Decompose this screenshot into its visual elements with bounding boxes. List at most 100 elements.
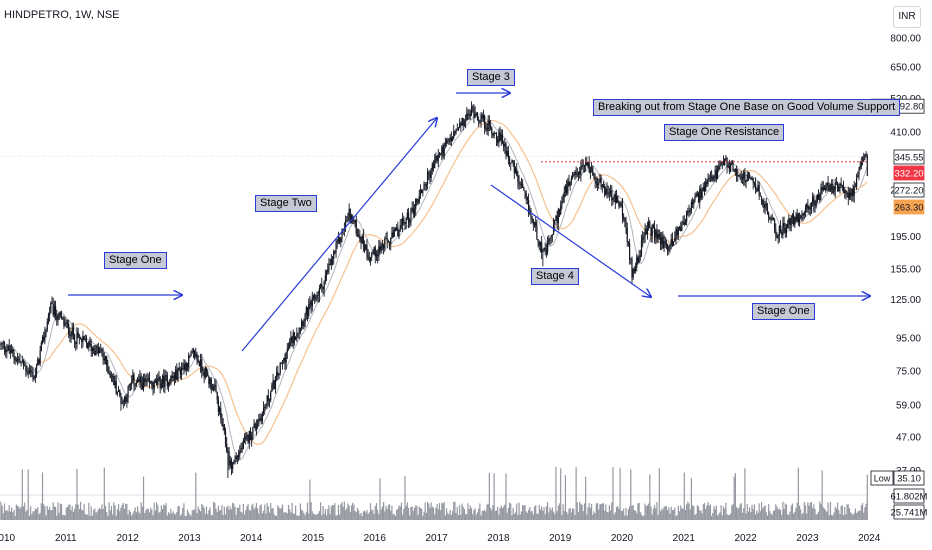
candle: [769, 216, 771, 221]
candle: [315, 294, 317, 303]
volume-bar: [270, 502, 272, 520]
candle: [489, 120, 492, 131]
volume-bar: [550, 509, 552, 520]
annotation-stage-two[interactable]: Stage Two: [255, 195, 317, 212]
volume-bar: [76, 468, 78, 520]
volume-bar: [379, 478, 381, 520]
volume-bar: [668, 507, 670, 520]
volume-bar: [772, 511, 775, 520]
candle: [735, 165, 738, 182]
annotation-stage-one-resistance[interactable]: Stage One Resistance: [664, 124, 785, 141]
volume-bar: [718, 514, 720, 520]
candle: [730, 162, 732, 173]
volume-bar: [15, 504, 17, 520]
svg-text:272.20: 272.20: [894, 186, 923, 197]
volume-bar: [491, 510, 493, 520]
volume-bar: [762, 508, 764, 520]
candle: [602, 181, 605, 189]
annotation-stage-3[interactable]: Stage 3: [467, 69, 515, 86]
annotation-stage-one-2[interactable]: Stage One: [752, 303, 815, 320]
candle: [247, 434, 249, 445]
volume-bar: [323, 513, 325, 520]
volume-bar: [423, 511, 425, 520]
candle: [828, 182, 830, 192]
volume-bar: [299, 503, 302, 520]
candle: [760, 195, 763, 205]
volume-bar: [570, 512, 572, 520]
volume-bar: [356, 507, 359, 520]
volume-bar: [82, 510, 84, 520]
candle: [475, 111, 477, 117]
candle: [548, 235, 550, 245]
volume-bar: [180, 514, 183, 520]
volume-bar: [94, 508, 96, 520]
candle: [657, 229, 659, 243]
candle: [353, 217, 355, 225]
volume-bar: [751, 504, 753, 520]
candle: [396, 224, 398, 231]
annotation-stage-one-1[interactable]: Stage One: [104, 252, 167, 269]
year-tick-label: 2019: [549, 533, 572, 544]
price-tick-label: 410.00: [890, 128, 921, 139]
candle: [344, 215, 347, 232]
candle: [523, 186, 525, 191]
candle: [302, 320, 304, 330]
volume-bar: [608, 505, 611, 520]
candle: [142, 373, 145, 392]
candle: [442, 143, 444, 159]
candle: [384, 236, 386, 252]
candle: [573, 171, 575, 177]
volume-bar: [273, 514, 275, 520]
candle: [474, 106, 476, 119]
volume-bar: [451, 511, 454, 520]
volume-bar: [155, 502, 158, 520]
volume-bar: [599, 504, 601, 520]
volume-bar: [71, 506, 73, 520]
volume-bar: [194, 509, 196, 520]
volume-bar: [158, 512, 160, 520]
candle: [15, 357, 17, 363]
volume-bar: [343, 501, 345, 520]
candle: [826, 182, 828, 192]
volume-bar: [101, 504, 103, 520]
candle: [201, 353, 203, 379]
candle: [43, 331, 45, 343]
volume-bar: [385, 505, 387, 520]
candle: [808, 205, 810, 215]
candle: [850, 187, 852, 201]
year-tick-label: 2014: [240, 533, 263, 544]
candle: [387, 239, 389, 243]
candle: [331, 255, 334, 266]
volume-bar: [711, 515, 713, 520]
volume-bar: [551, 507, 553, 520]
candle: [500, 129, 502, 146]
candle: [22, 359, 25, 370]
volume-bar: [667, 510, 669, 520]
candle: [350, 213, 353, 224]
volume-bar: [637, 503, 639, 520]
symbol-title[interactable]: HINDPETRO, 1W, NSE: [4, 9, 120, 21]
volume-bar: [696, 505, 698, 520]
candle: [38, 358, 40, 365]
volume-bar: [721, 515, 723, 520]
candle: [101, 347, 103, 357]
candle: [381, 239, 384, 251]
currency-badge[interactable]: INR: [893, 6, 921, 28]
volume-bar: [479, 503, 481, 520]
volume-bar: [531, 511, 533, 520]
volume-bar: [336, 515, 338, 520]
volume-bar: [16, 505, 19, 520]
volume-bar: [763, 506, 765, 520]
annotation-breakout[interactable]: Breaking out from Stage One Base on Good…: [593, 99, 901, 116]
volume-bar: [125, 503, 127, 520]
candle: [756, 187, 758, 193]
annotation-stage-4[interactable]: Stage 4: [531, 268, 579, 285]
volume-bar: [480, 515, 482, 520]
candle: [20, 361, 22, 367]
volume-bar: [812, 508, 814, 520]
candle: [84, 334, 86, 342]
candle: [207, 369, 209, 377]
candle: [599, 173, 601, 183]
candle: [822, 181, 824, 192]
